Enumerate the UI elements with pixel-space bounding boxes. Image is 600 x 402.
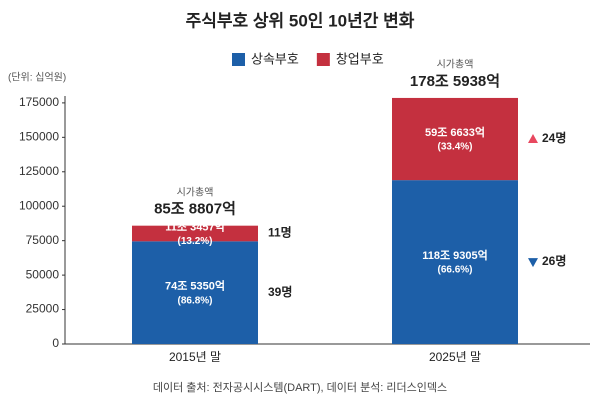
unit-label: (단위: 십억원) bbox=[8, 71, 66, 84]
share-label: (66.6%) bbox=[437, 265, 472, 276]
x-tick-label: 2025년 말 bbox=[429, 350, 481, 364]
share-label: (33.4%) bbox=[437, 142, 472, 153]
share-label: (13.2%) bbox=[177, 236, 212, 247]
total-label: 85조 8807억 bbox=[154, 200, 236, 218]
legend-label: 창업부호 bbox=[336, 51, 384, 66]
down-arrow bbox=[528, 258, 538, 268]
y-tick-label: 75000 bbox=[26, 233, 60, 247]
legend-swatch bbox=[232, 53, 245, 66]
value-label: 11조 3457억 bbox=[165, 220, 224, 233]
bar-segment bbox=[392, 180, 518, 344]
count-label: 26명 bbox=[542, 254, 566, 268]
legend-label: 상속부호 bbox=[251, 51, 299, 66]
y-tick-label: 50000 bbox=[26, 267, 60, 281]
x-tick-label: 2015년 말 bbox=[169, 350, 221, 364]
bar-segment bbox=[132, 225, 258, 242]
share-label: (86.8%) bbox=[177, 295, 212, 306]
y-tick-label: 25000 bbox=[26, 302, 60, 316]
count-label: 11명 bbox=[268, 226, 292, 240]
y-tick-label: 175000 bbox=[19, 95, 59, 109]
count-label: 24명 bbox=[542, 131, 566, 145]
total-caption: 시가총액 bbox=[437, 59, 474, 71]
y-tick-label: 100000 bbox=[19, 198, 59, 212]
y-tick-label: 0 bbox=[52, 336, 59, 350]
value-label: 59조 6633억 bbox=[425, 126, 485, 139]
bar-segment bbox=[132, 241, 258, 344]
y-tick-label: 150000 bbox=[19, 130, 59, 144]
total-label: 178조 5938억 bbox=[410, 72, 500, 90]
bar-segment bbox=[392, 97, 518, 181]
chart-title: 주식부호 상위 50인 10년간 변화 bbox=[186, 11, 415, 30]
count-label: 39명 bbox=[268, 285, 292, 299]
legend-swatch bbox=[316, 53, 330, 66]
value-label: 118조 9305억 bbox=[422, 249, 488, 262]
up-arrow bbox=[528, 134, 538, 144]
y-tick-label: 125000 bbox=[19, 164, 59, 178]
value-label: 74조 5350억 bbox=[165, 280, 225, 293]
total-caption: 시가총액 bbox=[177, 186, 214, 198]
source-note: 데이터 출처: 전자공시시스템(DART), 데이터 분석: 리더스인덱스 bbox=[153, 381, 447, 394]
